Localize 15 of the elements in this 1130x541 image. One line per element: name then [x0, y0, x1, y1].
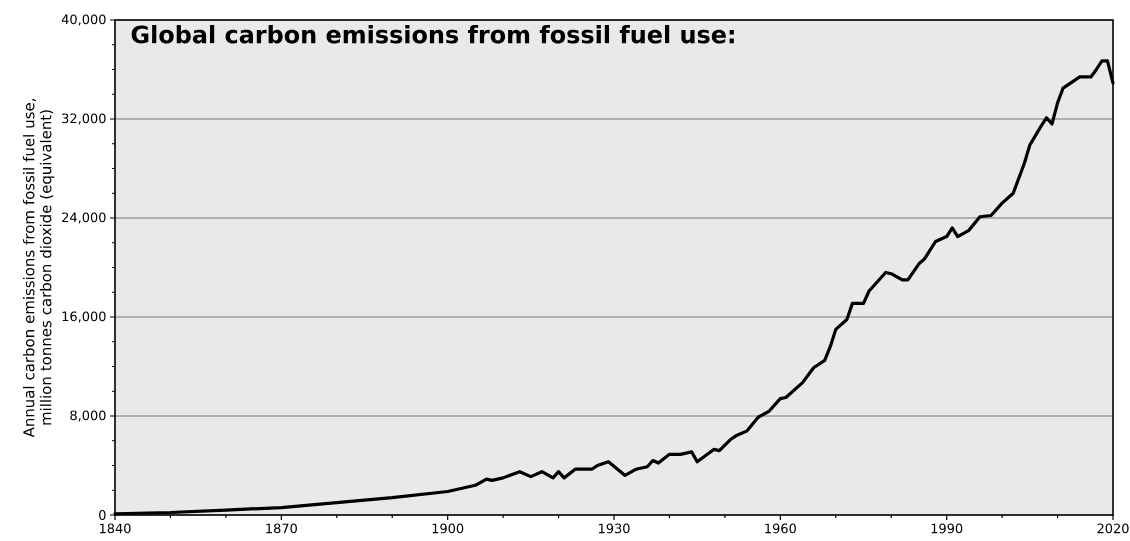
y-axis-title: Annual carbon emissions from fossil fuel use, million tonnes carbon dioxide (equivalent) — [22, 99, 55, 438]
x-tick-label: 2020 — [1097, 523, 1129, 534]
y-tick-label: 16,000 — [62, 311, 106, 323]
x-tick-label: 1840 — [99, 523, 131, 534]
y-tick-label: 8,000 — [70, 410, 106, 422]
y-tick-label: 0 — [99, 510, 106, 520]
y-tick-label: 40,000 — [61, 14, 106, 26]
x-tick-label: 1930 — [598, 523, 630, 534]
x-tick-label: 1870 — [266, 523, 297, 534]
y-tick-label: 24,000 — [62, 212, 106, 224]
y-tick-label: 32,000 — [62, 113, 106, 125]
chart-title: Global carbon emissions from fossil fuel use: — [131, 24, 734, 44]
x-tick-label: 1900 — [432, 523, 464, 534]
x-tick-label: 1990 — [931, 523, 963, 534]
x-tick-label: 1960 — [765, 523, 796, 534]
